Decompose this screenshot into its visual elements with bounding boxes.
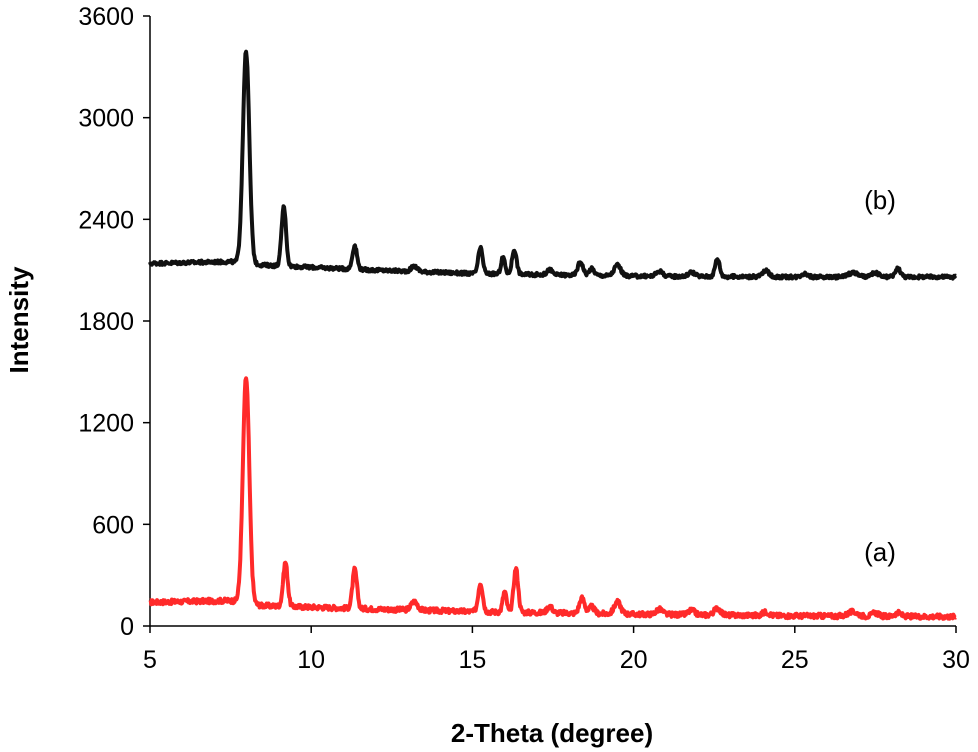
series-line-a bbox=[148, 376, 958, 621]
x-axis-title: 2-Theta (degree) bbox=[451, 718, 653, 748]
x-tick-label: 20 bbox=[620, 646, 648, 674]
y-tick-label: 3600 bbox=[78, 3, 134, 31]
x-axis-ticks: 5 10 15 20 25 30 bbox=[143, 626, 970, 674]
y-tick-label: 2400 bbox=[78, 206, 134, 234]
series-label-b: (b) bbox=[864, 185, 896, 215]
x-tick-label: 30 bbox=[942, 646, 970, 674]
x-tick-label: 10 bbox=[297, 646, 325, 674]
y-tick-label: 1800 bbox=[78, 308, 134, 336]
series-label-a: (a) bbox=[864, 537, 896, 567]
y-axis-title: Intensity bbox=[4, 266, 34, 373]
y-tick-label: 3000 bbox=[78, 105, 134, 133]
y-tick-label: 0 bbox=[120, 613, 134, 641]
y-axis-ticks: 0 600 1200 1800 2400 3000 3600 bbox=[78, 3, 150, 641]
plot-area bbox=[148, 16, 958, 627]
x-tick-label: 25 bbox=[781, 646, 809, 674]
series-line-b bbox=[148, 49, 958, 281]
x-tick-label: 15 bbox=[458, 646, 486, 674]
y-tick-label: 600 bbox=[92, 511, 134, 539]
x-tick-label: 5 bbox=[143, 646, 157, 674]
y-tick-label: 1200 bbox=[78, 410, 134, 438]
